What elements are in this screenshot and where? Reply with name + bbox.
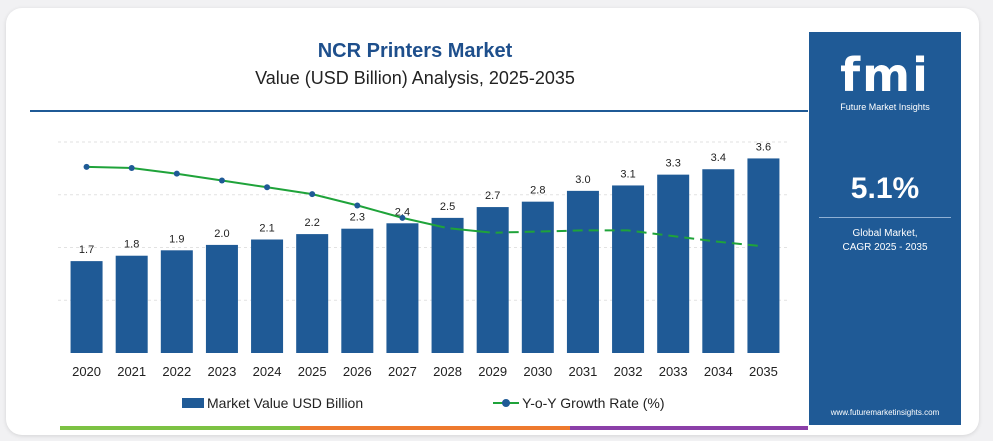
bar-label-2023: 2.0 (214, 228, 229, 240)
legend-bar-swatch (182, 398, 204, 408)
side-panel: fmi Future Market Insights 5.1% Global M… (809, 32, 961, 425)
bar-2026 (341, 228, 374, 353)
bar-2033 (657, 174, 690, 353)
chart-legend: Market Value USD Billion Y-o-Y Growth Ra… (182, 394, 665, 412)
legend-bar-label: Market Value USD Billion (207, 395, 364, 411)
x-tick-2023: 2023 (207, 364, 236, 379)
x-tick-2026: 2026 (343, 364, 372, 379)
x-tick-2033: 2033 (659, 364, 688, 379)
bar-2025 (296, 234, 329, 353)
x-tick-2034: 2034 (704, 364, 733, 379)
x-tick-2021: 2021 (117, 364, 146, 379)
x-tick-2020: 2020 (72, 364, 101, 379)
x-tick-2024: 2024 (253, 364, 282, 379)
x-tick-2022: 2022 (162, 364, 191, 379)
growth-point-2020 (83, 163, 90, 170)
chart-subtitle: Value (USD Billion) Analysis, 2025-2035 (255, 68, 575, 88)
growth-point-2023 (218, 177, 225, 184)
bar-label-2026: 2.3 (350, 212, 365, 224)
side-divider (819, 217, 951, 218)
bar-2031 (566, 190, 599, 353)
x-tick-2032: 2032 (614, 364, 643, 379)
bar-label-2030: 2.8 (530, 185, 545, 197)
growth-point-2022 (173, 170, 180, 177)
x-tick-2029: 2029 (478, 364, 507, 379)
fmi-logo: fmi Future Market Insights (809, 42, 961, 112)
growth-point-2024 (264, 184, 271, 191)
bar-label-2032: 3.1 (620, 168, 635, 180)
bar-2020 (70, 261, 103, 353)
x-tick-2025: 2025 (298, 364, 327, 379)
legend-line-swatch (493, 398, 520, 408)
bar-label-2024: 2.1 (259, 223, 274, 235)
bar-2029 (476, 207, 509, 353)
bar-label-2034: 3.4 (711, 152, 726, 164)
logo-caption: Future Market Insights (840, 102, 930, 112)
growth-line-solid (86, 165, 493, 234)
bar-label-2021: 1.8 (124, 239, 139, 251)
bar-2022 (160, 250, 193, 353)
bar-label-2031: 3.0 (575, 174, 590, 186)
website-url: www.futuremarketinsights.com (830, 408, 940, 417)
chart-area: NCR Printers Market Value (USD Billion) … (22, 22, 808, 432)
bar-2032 (612, 185, 645, 353)
x-tick-2030: 2030 (523, 364, 552, 379)
bar-2021 (115, 255, 148, 353)
bar-2028 (431, 217, 464, 353)
bar-2027 (386, 223, 419, 353)
bottom-bar-green (60, 426, 300, 430)
bar-label-2025: 2.2 (305, 217, 320, 229)
bar-2024 (251, 239, 284, 353)
bottom-bar-orange (300, 426, 570, 430)
x-tick-2031: 2031 (568, 364, 597, 379)
bottom-color-bar (60, 426, 808, 430)
bar-label-2033: 3.3 (666, 158, 681, 170)
growth-point-2026 (354, 202, 361, 209)
bar-label-2035: 3.6 (756, 141, 771, 153)
bar-2023 (205, 244, 238, 353)
growth-point-2021 (128, 164, 135, 171)
growth-line-dashed (492, 229, 764, 248)
cagr-label: Global Market, CAGR 2025 - 2035 (809, 227, 961, 255)
cagr-label-line1: Global Market, (852, 228, 918, 239)
growth-point-2029 (489, 229, 496, 236)
x-tick-2035: 2035 (749, 364, 778, 379)
cagr-label-line2: CAGR 2025 - 2035 (842, 242, 928, 253)
bar-label-2028: 2.5 (440, 201, 455, 213)
bar-2035 (747, 158, 780, 353)
chart-plot: 1.7 2020 1.8 2021 1.9 2022 2.0 2023 2.1 2024 2.2 20… (58, 141, 790, 379)
bar-label-2029: 2.7 (485, 190, 500, 202)
chart-card: NCR Printers Market Value (USD Billion) … (6, 8, 979, 435)
growth-point-2027 (399, 214, 406, 221)
bar-2034 (702, 169, 735, 353)
legend-line-label: Y-o-Y Growth Rate (%) (522, 395, 665, 411)
bar-label-2022: 1.9 (169, 233, 184, 245)
x-tick-2028: 2028 (433, 364, 462, 379)
bottom-bar-purple (570, 426, 808, 430)
cagr-value: 5.1% (850, 172, 920, 205)
chart-title: NCR Printers Market (317, 40, 513, 62)
x-tick-2027: 2027 (388, 364, 417, 379)
growth-point-2025 (309, 191, 316, 198)
title-divider (30, 110, 808, 112)
logo-text: fmi (840, 48, 930, 102)
bar-label-2020: 1.7 (79, 244, 94, 256)
bar-2030 (521, 201, 554, 353)
bar-label-2027: 2.4 (395, 206, 410, 218)
growth-point-2028 (444, 225, 451, 232)
